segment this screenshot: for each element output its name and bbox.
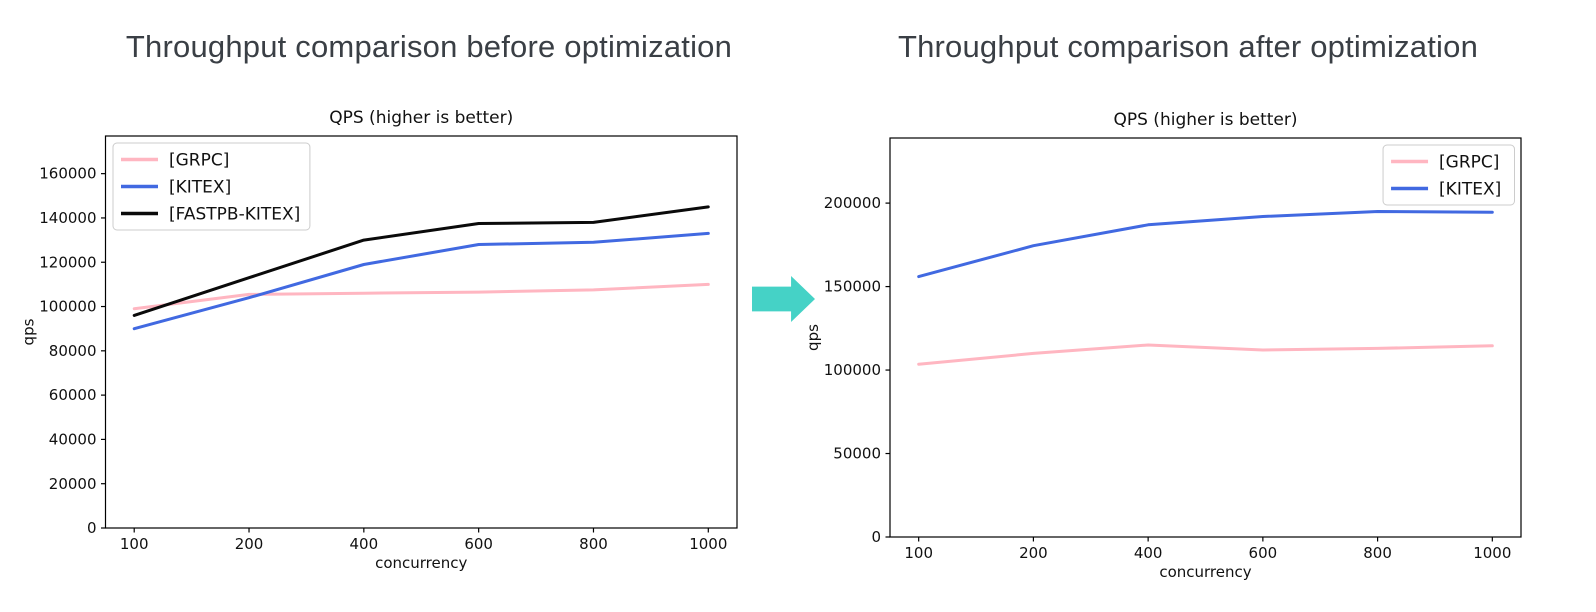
x-tick-label: 1000 bbox=[689, 535, 727, 553]
after-qps-chart: QPS (higher is better) 0 50000 100000 150000… bbox=[804, 110, 1522, 581]
chart-title: QPS (higher is better) bbox=[1113, 110, 1297, 130]
legend-label-grpc: [GRPC] bbox=[169, 150, 229, 170]
x-tick-label: 100 bbox=[120, 535, 149, 553]
plot-border bbox=[104, 135, 738, 529]
legend-label-kitex: [KITEX] bbox=[1439, 179, 1501, 199]
x-tick-label: 100 bbox=[904, 544, 933, 562]
before-qps-chart: QPS (higher is better) 0 20000 40000 60000 80… bbox=[20, 108, 738, 572]
x-tick-label: 600 bbox=[1249, 544, 1278, 562]
y-tick-label: 150000 bbox=[824, 278, 881, 296]
series-line-kitex bbox=[917, 210, 1494, 279]
series-line-grpc bbox=[132, 282, 710, 311]
y-tick-label: 20000 bbox=[49, 475, 97, 493]
legend-label-fastpb-kitex: [FASTPB-KITEX] bbox=[169, 204, 300, 224]
legend-box bbox=[112, 142, 311, 231]
y-tick-label: 100000 bbox=[824, 361, 881, 379]
legend-label-kitex: [KITEX] bbox=[169, 177, 231, 197]
legend-label-grpc: [GRPC] bbox=[1439, 152, 1499, 172]
x-axis-label: concurrency bbox=[375, 554, 467, 572]
y-tick-label: 200000 bbox=[824, 194, 881, 212]
series-line-grpc bbox=[917, 343, 1494, 366]
y-tick-label: 80000 bbox=[49, 342, 97, 360]
y-tick-label: 0 bbox=[871, 528, 881, 546]
plot-border bbox=[889, 137, 1522, 538]
x-tick-label: 600 bbox=[464, 535, 493, 553]
y-tick-label: 100000 bbox=[39, 298, 96, 316]
x-tick-label: 1000 bbox=[1473, 544, 1511, 562]
x-tick-label: 400 bbox=[1134, 544, 1163, 562]
before-section-title: Throughput comparison before optimizatio… bbox=[125, 29, 733, 64]
chart-title: QPS (higher is better) bbox=[329, 108, 513, 128]
x-tick-label: 200 bbox=[1019, 544, 1048, 562]
y-tick-label: 140000 bbox=[39, 209, 96, 227]
y-axis-label: qps bbox=[804, 324, 822, 351]
x-tick-label: 800 bbox=[579, 535, 608, 553]
y-tick-label: 120000 bbox=[39, 253, 96, 271]
after-section-title: Throughput comparison after optimization bbox=[897, 29, 1479, 64]
y-tick-label: 60000 bbox=[49, 386, 97, 404]
x-tick-label: 400 bbox=[350, 535, 379, 553]
x-axis-label: concurrency bbox=[1159, 563, 1251, 581]
y-tick-label: 40000 bbox=[49, 431, 97, 449]
x-tick-label: 800 bbox=[1363, 544, 1392, 562]
y-axis-label: qps bbox=[20, 318, 38, 345]
x-tick-label: 200 bbox=[235, 535, 264, 553]
series-line-fastpb-kitex bbox=[132, 205, 710, 317]
series-line-kitex bbox=[132, 231, 710, 331]
y-tick-label: 0 bbox=[87, 519, 97, 537]
y-tick-label: 160000 bbox=[39, 165, 96, 183]
y-tick-label: 50000 bbox=[833, 445, 881, 463]
